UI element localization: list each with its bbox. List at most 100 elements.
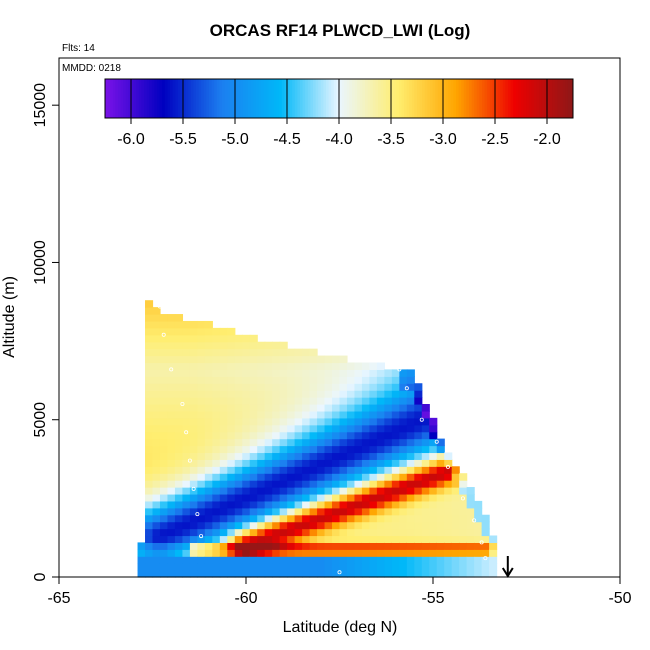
heatmap-cell bbox=[451, 466, 460, 474]
heatmap-cell bbox=[227, 535, 236, 543]
heatmap-cell bbox=[399, 390, 408, 398]
heatmap-cell bbox=[182, 445, 191, 454]
heatmap-cell bbox=[466, 570, 475, 578]
colorbar-swatch bbox=[404, 79, 408, 118]
heatmap-cell bbox=[332, 362, 341, 370]
heatmap-cell bbox=[421, 473, 430, 481]
heatmap-cell bbox=[159, 487, 169, 495]
heatmap-cell bbox=[324, 514, 333, 523]
heatmap-cell bbox=[361, 452, 371, 460]
heatmap-cell bbox=[287, 473, 296, 481]
x-tick-label: -50 bbox=[608, 590, 631, 607]
colorbar-swatch bbox=[414, 79, 418, 118]
heatmap-cell bbox=[234, 570, 243, 578]
heatmap-cell bbox=[242, 500, 251, 509]
colorbar-swatch bbox=[198, 79, 202, 118]
heatmap-cell bbox=[384, 383, 393, 391]
heatmap-cell bbox=[197, 404, 206, 412]
heatmap-cell bbox=[174, 542, 184, 550]
heatmap-cell bbox=[459, 528, 468, 537]
heatmap-cell bbox=[391, 549, 400, 557]
heatmap-cell bbox=[302, 542, 311, 550]
heatmap-cell bbox=[391, 417, 400, 426]
heatmap-cell bbox=[294, 500, 303, 509]
colorbar-swatch bbox=[528, 79, 532, 118]
heatmap-cell bbox=[399, 424, 408, 433]
heatmap-cell bbox=[436, 521, 445, 530]
heatmap-cell bbox=[174, 410, 184, 419]
heatmap-cell bbox=[354, 487, 363, 495]
heatmap-cell bbox=[346, 445, 356, 454]
track-point bbox=[195, 512, 200, 517]
heatmap-cell bbox=[444, 466, 453, 474]
heatmap-cell bbox=[174, 383, 184, 391]
heatmap-cell bbox=[264, 473, 273, 481]
heatmap-cell bbox=[287, 521, 296, 530]
colorbar-swatch bbox=[432, 79, 436, 118]
heatmap-cell bbox=[346, 376, 356, 384]
heatmap-cell bbox=[272, 362, 281, 370]
heatmap-cell bbox=[227, 438, 236, 447]
colorbar-swatch bbox=[385, 79, 389, 118]
heatmap-cell bbox=[474, 521, 483, 530]
heatmap-cell bbox=[294, 355, 303, 364]
heatmap-cell bbox=[272, 521, 281, 530]
heatmap-cell bbox=[189, 334, 198, 343]
heatmap-cell bbox=[346, 397, 356, 405]
heatmap-cell bbox=[369, 507, 378, 516]
heatmap-cell bbox=[279, 493, 288, 502]
heatmap-cell bbox=[189, 355, 198, 364]
heatmap-cell bbox=[182, 341, 191, 350]
heatmap-cell bbox=[406, 431, 415, 440]
heatmap-cell bbox=[249, 376, 258, 384]
heatmap-cell bbox=[414, 528, 423, 537]
heatmap-cell bbox=[302, 369, 311, 377]
heatmap-cell bbox=[145, 307, 154, 315]
heatmap-cell bbox=[436, 438, 445, 447]
heatmap-cell bbox=[436, 480, 445, 488]
heatmap-cell bbox=[346, 424, 356, 433]
heatmap-cell bbox=[354, 383, 363, 391]
heatmap-cell bbox=[219, 514, 228, 523]
heatmap-cell bbox=[204, 473, 213, 481]
heatmap-cell bbox=[257, 383, 266, 391]
heatmap-cell bbox=[287, 480, 296, 488]
heatmap-cell bbox=[346, 362, 356, 370]
heatmap-cell bbox=[406, 493, 415, 502]
heatmap-cell bbox=[436, 556, 445, 564]
heatmap-cell bbox=[421, 404, 430, 412]
heatmap-cell bbox=[481, 535, 490, 543]
heatmap-cell bbox=[309, 549, 318, 557]
heatmap-cell bbox=[429, 431, 438, 440]
heatmap-cell bbox=[302, 424, 311, 433]
heatmap-cell bbox=[182, 480, 191, 488]
heatmap-cell bbox=[324, 556, 333, 564]
heatmap-cell bbox=[309, 376, 318, 384]
heatmap-cell bbox=[145, 320, 154, 329]
heatmap-cell bbox=[376, 410, 385, 419]
heatmap-cell bbox=[339, 431, 348, 440]
heatmap-cell bbox=[137, 549, 146, 557]
heatmap-cell bbox=[474, 570, 483, 578]
heatmap-cell bbox=[182, 390, 191, 398]
heatmap-cell bbox=[384, 514, 393, 523]
colorbar-swatch bbox=[552, 79, 556, 118]
heatmap-cell bbox=[421, 410, 430, 419]
heatmap-cell bbox=[189, 556, 198, 564]
heatmap-cell bbox=[167, 514, 176, 523]
heatmap-cell bbox=[272, 493, 281, 502]
heatmap-cell bbox=[384, 445, 393, 454]
heatmap-cell bbox=[249, 417, 258, 426]
heatmap-cell bbox=[219, 542, 228, 550]
heatmap-cell bbox=[257, 417, 266, 426]
heatmap-cell bbox=[414, 570, 423, 578]
heatmap-cell bbox=[459, 493, 468, 502]
heatmap-cell bbox=[346, 507, 356, 516]
heatmap-cell bbox=[182, 521, 191, 530]
heatmap-cell bbox=[137, 556, 146, 564]
heatmap-cell bbox=[317, 480, 326, 488]
colorbar-swatch bbox=[331, 79, 335, 118]
heatmap-cell bbox=[242, 376, 251, 384]
heatmap-cell bbox=[421, 521, 430, 530]
track-point bbox=[161, 332, 166, 337]
